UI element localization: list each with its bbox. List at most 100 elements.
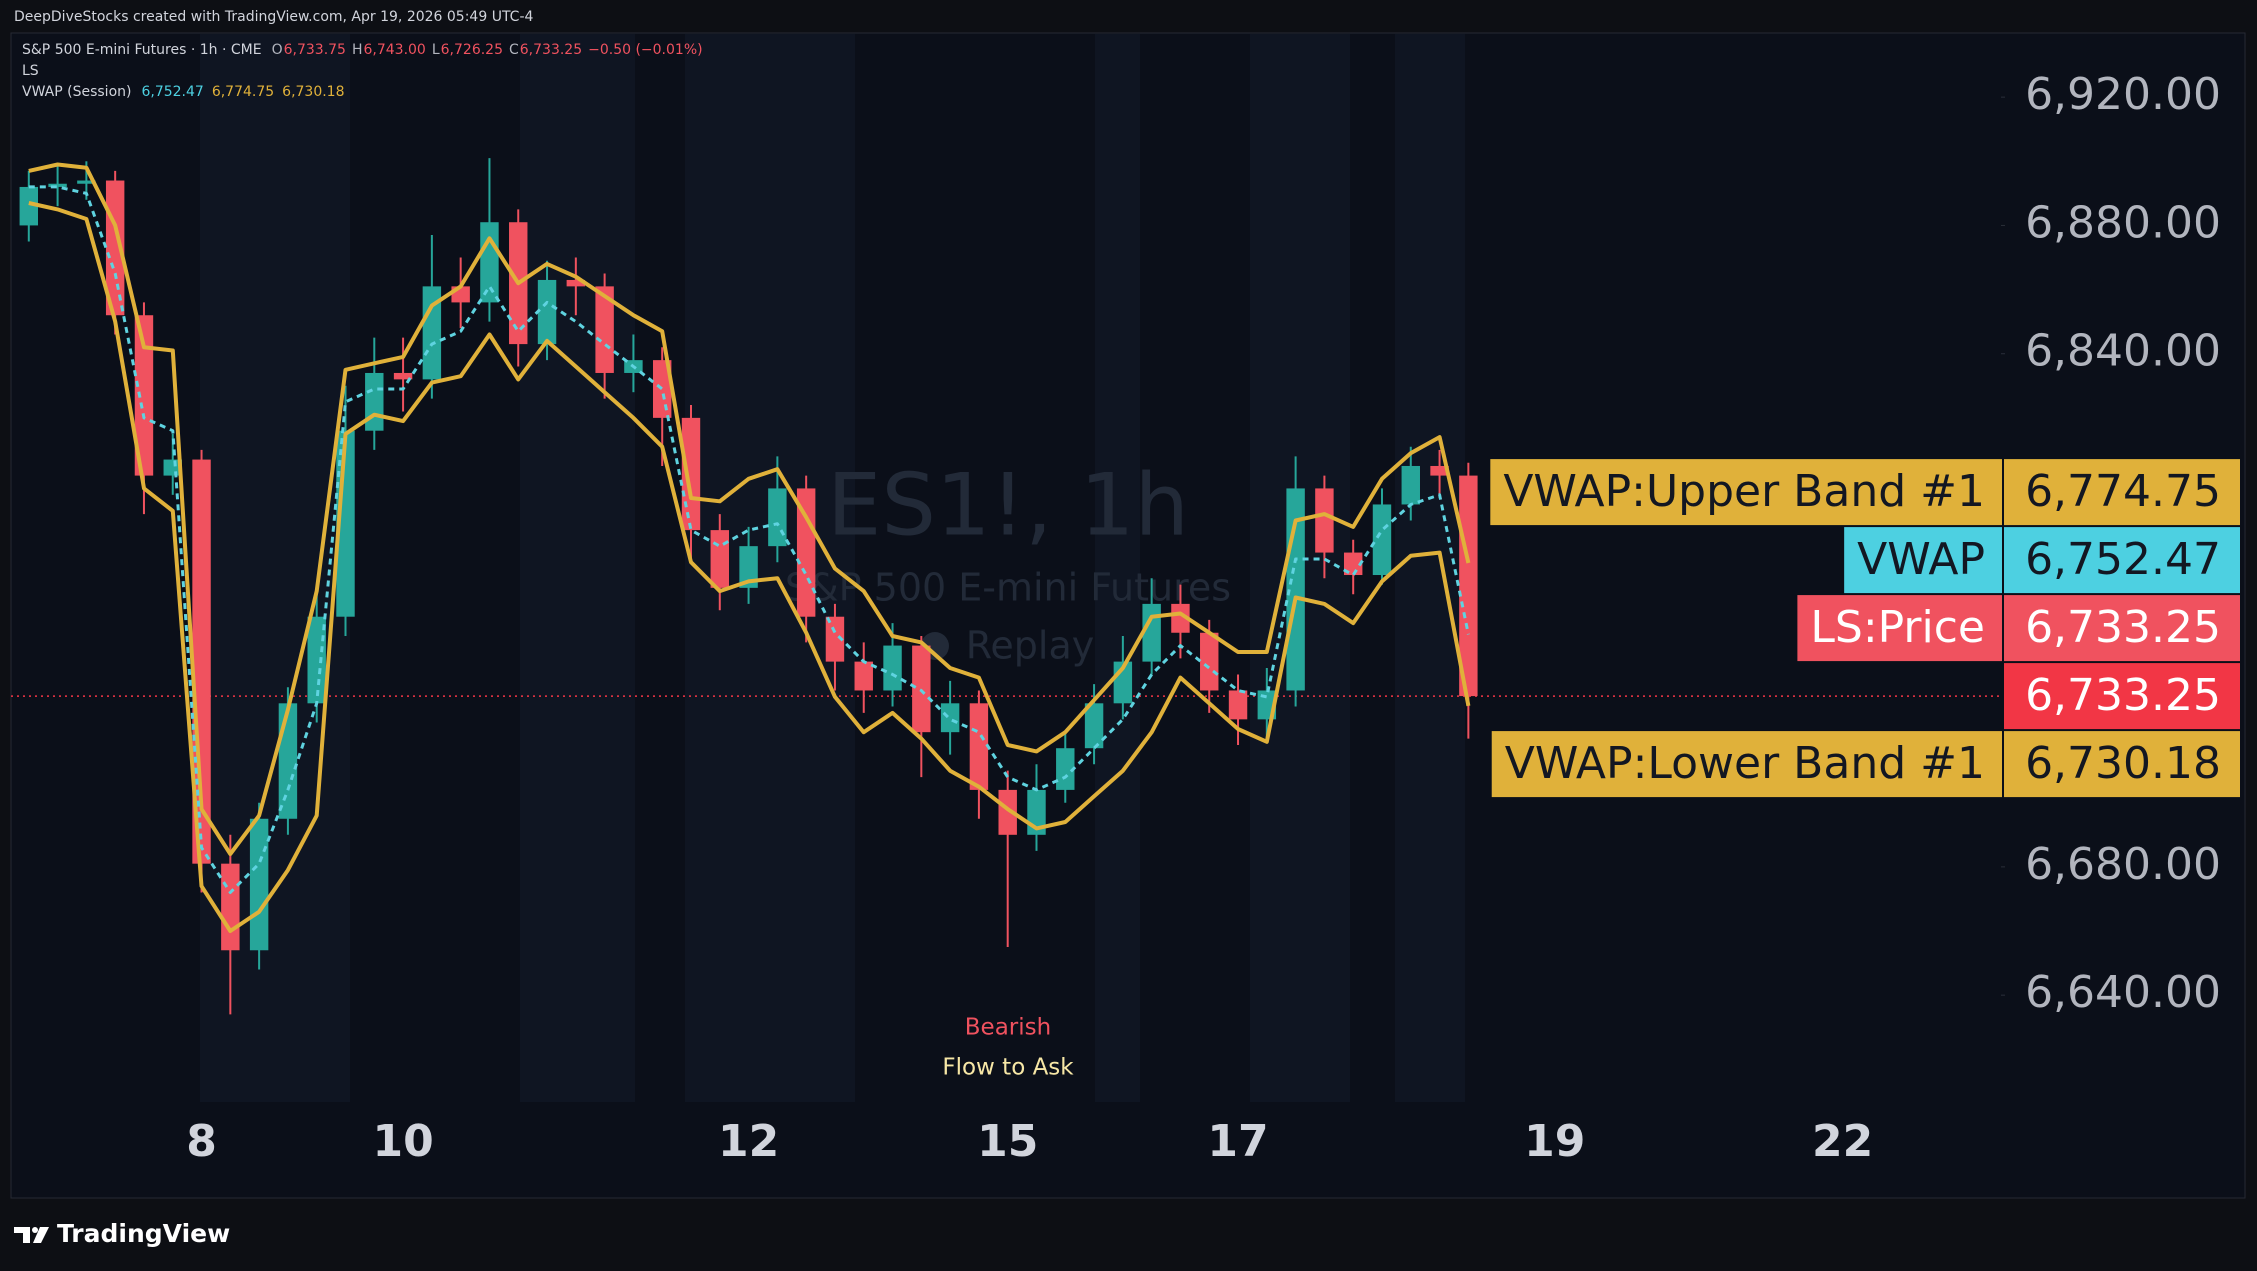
annotation: Bearish bbox=[965, 1015, 1051, 1041]
session-band bbox=[520, 34, 635, 1102]
x-tick-label: 12 bbox=[718, 1116, 779, 1167]
candle-body bbox=[422, 286, 442, 380]
candle-body bbox=[1142, 603, 1161, 662]
overlay-line bbox=[28, 162, 1471, 856]
candle-body bbox=[365, 372, 384, 431]
legend-ohlc-key: L bbox=[432, 42, 440, 58]
candle-body bbox=[1430, 465, 1449, 476]
price-label-value: 6,733.25 bbox=[2025, 602, 2221, 653]
candle-body bbox=[77, 180, 96, 184]
candle-body bbox=[940, 703, 960, 733]
header-text: DeepDiveStocks created with TradingView.… bbox=[14, 9, 534, 25]
price-label-name: VWAP bbox=[1857, 534, 1985, 585]
logo-mark bbox=[14, 1227, 30, 1243]
price-label-box bbox=[2004, 731, 2240, 798]
overlay-line bbox=[28, 185, 1470, 894]
candle-body bbox=[595, 286, 614, 373]
legend: S&P 500 E-mini Futures · 1h · CME O 6,733.… bbox=[22, 42, 703, 100]
price-label-name-box bbox=[1797, 595, 2002, 662]
candle-body bbox=[134, 315, 154, 476]
candle-body bbox=[969, 703, 989, 790]
session-band bbox=[1395, 34, 1465, 1102]
legend-change: −0.50 (−0.01%) bbox=[588, 42, 702, 58]
candle-body bbox=[796, 488, 816, 617]
candle-body bbox=[1228, 690, 1248, 720]
candle-body bbox=[537, 279, 557, 345]
legend-indicator: VWAP (Session) bbox=[22, 84, 131, 100]
y-tick-label: 6,920.00 bbox=[2025, 69, 2221, 120]
candle-body bbox=[883, 645, 902, 691]
annotation: Flow to Ask bbox=[942, 1055, 1074, 1081]
candle-body bbox=[1171, 603, 1190, 633]
legend-indicator-value: 6,774.75 bbox=[212, 84, 274, 100]
candle-body bbox=[998, 789, 1017, 835]
overlay-line bbox=[28, 201, 1471, 933]
y-tick-label: 6,640.00 bbox=[2025, 967, 2221, 1018]
legend-symbol: S&P 500 E-mini Futures · 1h · CME bbox=[22, 42, 262, 58]
legend-ohlc-value: 6,743.00 bbox=[363, 42, 425, 58]
legend-indicator-value: 6,730.18 bbox=[282, 84, 344, 100]
candle-body bbox=[48, 183, 67, 187]
candle-body bbox=[393, 372, 413, 380]
watermark-ticker: ES1!, 1h bbox=[827, 455, 1189, 555]
candle-body bbox=[1200, 632, 1219, 691]
plot: 6,640.00 6,680.00 6,840.00 6,880.00 6,920.00… bbox=[11, 69, 2240, 1167]
y-tick-label: 6,840.00 bbox=[2025, 326, 2221, 377]
price-label-value: 6,774.75 bbox=[2025, 466, 2221, 517]
candle-body bbox=[854, 661, 873, 691]
legend-ohlc-key: O bbox=[272, 42, 283, 58]
candle-body bbox=[1084, 703, 1104, 749]
candle-body bbox=[652, 360, 672, 418]
candle-body bbox=[566, 279, 586, 287]
candle-body bbox=[1372, 504, 1392, 576]
candle-body bbox=[681, 417, 701, 531]
watermark-name: S&P 500 E-mini Futures bbox=[785, 566, 1231, 610]
x-tick-label: 8 bbox=[186, 1116, 217, 1167]
price-label-box bbox=[2004, 527, 2240, 594]
price-label-value: 6,752.47 bbox=[2025, 534, 2221, 585]
candle-body bbox=[19, 186, 39, 226]
candle-body bbox=[1343, 552, 1363, 576]
watermark-mode: Replay bbox=[966, 624, 1095, 668]
x-tick-label: 10 bbox=[372, 1116, 433, 1167]
logo-mark bbox=[33, 1227, 49, 1243]
legend-indicator-value: 6,752.47 bbox=[141, 84, 203, 100]
candle-body bbox=[1401, 465, 1420, 505]
price-label-name-box bbox=[1844, 527, 2002, 594]
candle-body bbox=[768, 488, 787, 547]
candle-body bbox=[1056, 748, 1075, 790]
candle-body bbox=[221, 863, 240, 951]
legend-ohlc-value: 6,733.75 bbox=[284, 42, 346, 58]
price-label-value: 6,733.25 bbox=[2025, 670, 2221, 721]
x-tick-label: 19 bbox=[1524, 1116, 1585, 1167]
session-band bbox=[1095, 34, 1140, 1102]
price-label-box bbox=[2004, 459, 2240, 526]
y-tick-label: 6,680.00 bbox=[2025, 839, 2221, 890]
price-label-name: LS:Price bbox=[1810, 602, 1985, 653]
price-label-name: VWAP:Lower Band #1 bbox=[1505, 738, 1985, 789]
price-label-name: VWAP:Upper Band #1 bbox=[1503, 466, 1985, 517]
candle-body bbox=[307, 616, 326, 704]
candle-body bbox=[710, 530, 730, 588]
legend-indicator: LS bbox=[22, 63, 39, 79]
candle-body bbox=[825, 616, 845, 662]
price-label-name-box bbox=[1491, 731, 2002, 798]
candle-body bbox=[1459, 475, 1478, 697]
legend-ohlc-key: H bbox=[352, 42, 363, 58]
candle-body bbox=[249, 818, 269, 951]
candle-body bbox=[739, 546, 758, 588]
x-tick-label: 22 bbox=[1812, 1116, 1873, 1167]
candle-body bbox=[1315, 488, 1334, 553]
x-tick-label: 15 bbox=[977, 1116, 1038, 1167]
footer-logo: TradingView bbox=[14, 1219, 230, 1248]
x-tick-label: 17 bbox=[1207, 1116, 1268, 1167]
footer-brand: TradingView bbox=[57, 1219, 230, 1248]
candle-body bbox=[480, 222, 499, 303]
price-label-name-box bbox=[1490, 459, 2002, 526]
price-label-box bbox=[2004, 595, 2240, 662]
legend-ohlc-value: 6,733.25 bbox=[520, 42, 582, 58]
price-label-box bbox=[2004, 663, 2240, 730]
legend-ohlc-value: 6,726.25 bbox=[441, 42, 503, 58]
